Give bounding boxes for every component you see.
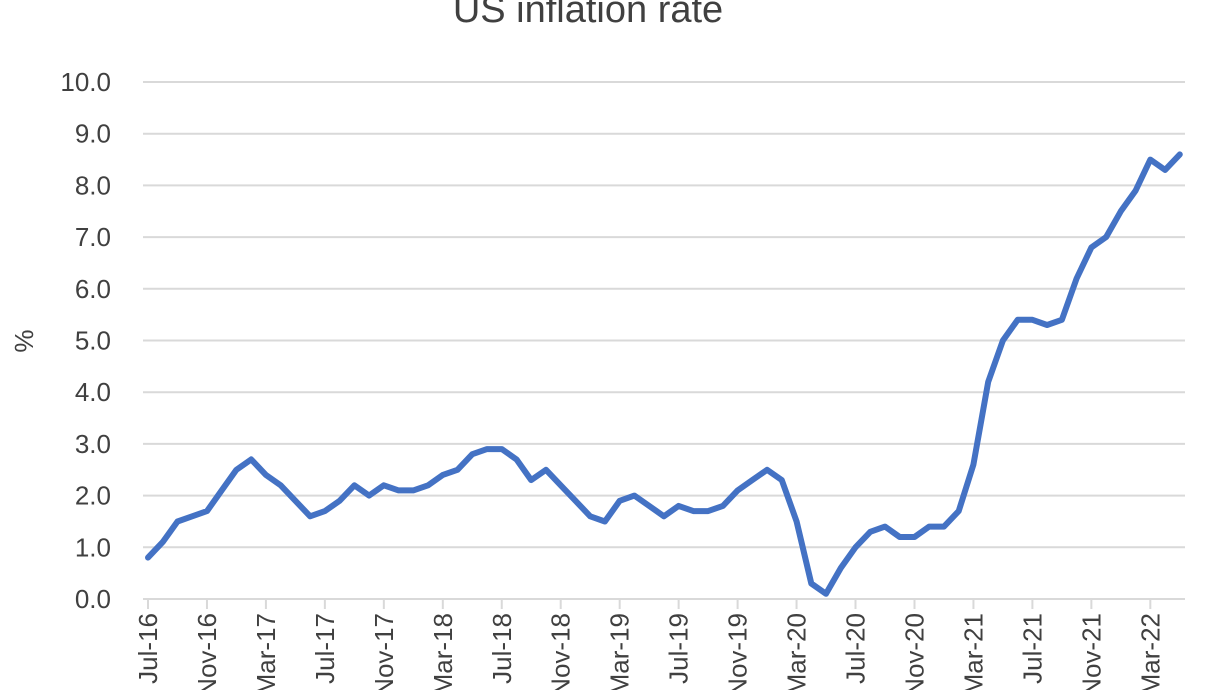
- x-tick-label: Mar-22: [1135, 613, 1165, 690]
- gridlines: [143, 81, 1185, 600]
- x-tick-label: Nov-18: [546, 613, 576, 690]
- x-tick-label: Nov-21: [1076, 613, 1106, 690]
- y-tick-label: 2.0: [75, 481, 111, 511]
- x-tick-label: Mar-17: [251, 613, 281, 690]
- x-tick-label: Mar-21: [958, 613, 988, 690]
- x-tick-label: Jul-18: [487, 613, 517, 684]
- x-tick-label: Nov-20: [899, 613, 929, 690]
- x-tick-labels: Jul-16 Nov-16 Mar-17 Jul-17 Nov-17 Mar-18 Jul-…: [133, 599, 1165, 690]
- x-tick-label: Jul-16: [133, 613, 163, 684]
- x-tick-label: Mar-20: [782, 613, 812, 690]
- y-tick-label: 7.0: [75, 222, 111, 252]
- y-tick-label: 5.0: [75, 326, 111, 356]
- x-tick-label: Mar-18: [428, 613, 458, 690]
- x-tick-label: Jul-17: [310, 613, 340, 684]
- y-tick-label: 10.0: [60, 67, 111, 97]
- y-tick-label: 4.0: [75, 377, 111, 407]
- y-tick-label: 6.0: [75, 274, 111, 304]
- y-tick-label: 0.0: [75, 584, 111, 614]
- series-layer: [145, 151, 1183, 597]
- y-axis-label: %: [9, 329, 39, 352]
- x-tick-label: Nov-16: [192, 613, 222, 690]
- y-tick-label: 3.0: [75, 429, 111, 459]
- y-tick-label: 1.0: [75, 532, 111, 562]
- y-tick-label: 8.0: [75, 170, 111, 200]
- x-tick-label: Jul-21: [1017, 613, 1047, 684]
- y-tick-labels: 0.0 1.0 2.0 3.0 4.0 5.0 6.0 7.0 8.0 9.0 10.0: [60, 67, 111, 614]
- x-tick-label: Mar-19: [605, 613, 635, 690]
- x-tick-label: Nov-19: [723, 613, 753, 690]
- x-tick-label: Jul-20: [841, 613, 871, 684]
- chart-title: US inflation rate: [453, 0, 723, 31]
- y-tick-label: 9.0: [75, 119, 111, 149]
- x-tick-label: Jul-19: [664, 613, 694, 684]
- series-line: [145, 151, 1183, 597]
- x-tick-label: Nov-17: [369, 613, 399, 690]
